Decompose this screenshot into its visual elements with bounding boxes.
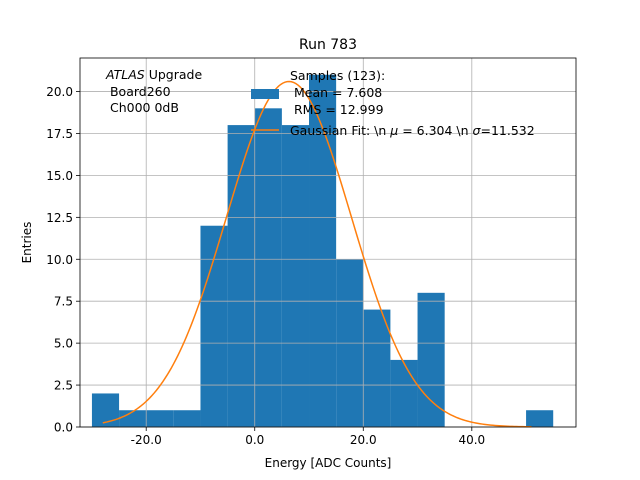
y-tick-label: 5.0 — [54, 337, 73, 351]
y-tick-label: 10.0 — [46, 253, 73, 267]
histogram-bar — [363, 309, 391, 427]
y-tick-label: 17.5 — [46, 127, 73, 141]
y-axis-label: Entries — [20, 222, 34, 264]
x-tick-label: -20.0 — [131, 433, 162, 447]
y-axis-ticks: 0.0 2.5 5.0 7.5 10.0 12.5 15.0 17.5 20.0 — [46, 85, 80, 435]
y-tick-label: 15.0 — [46, 169, 73, 183]
y-tick-label: 20.0 — [46, 85, 73, 99]
histogram-bar — [417, 292, 445, 427]
board-label: Board260 — [106, 84, 171, 99]
gaussian-fit-curve — [102, 80, 532, 428]
x-axis-label: Energy [ADC Counts] — [265, 456, 392, 470]
histogram-bar — [526, 410, 554, 427]
upgrade-label: Upgrade — [145, 67, 203, 82]
atlas-label: ATLAS — [105, 67, 145, 82]
legend-rms-line: RMS = 12.999 — [290, 102, 384, 117]
histogram-bar — [119, 410, 147, 427]
histogram-bar — [91, 393, 120, 427]
histogram-bar — [390, 359, 418, 427]
channel-label: Ch000 0dB — [106, 100, 179, 115]
atlas-annotation: ATLAS Upgrade Board260 Ch000 0dB — [105, 67, 202, 115]
legend-histogram-swatch — [251, 89, 279, 99]
plot-frame — [79, 57, 577, 428]
histogram-bar — [254, 108, 282, 428]
x-axis-ticks: -20.0 0.0 20.0 40.0 — [131, 427, 485, 447]
legend-samples-line: Samples (123): — [290, 68, 385, 83]
x-tick-label: 0.0 — [245, 433, 264, 447]
legend-mean-line: Mean = 7.608 — [290, 85, 382, 100]
chart-title: Run 783 — [299, 37, 357, 53]
legend: Samples (123): Mean = 7.608 RMS = 12.999… — [251, 68, 535, 138]
legend-fit-label: Gaussian Fit: \n μ = 6.304 \n σ=11.532 — [290, 123, 535, 138]
y-tick-label: 0.0 — [54, 421, 73, 435]
histogram-bar — [281, 125, 310, 427]
y-tick-label: 7.5 — [54, 295, 73, 309]
x-tick-label: 40.0 — [458, 433, 485, 447]
y-tick-label: 2.5 — [54, 379, 73, 393]
x-tick-label: 20.0 — [350, 433, 377, 447]
histogram-bar — [146, 410, 174, 427]
y-tick-label: 12.5 — [46, 211, 73, 225]
histogram-bar — [173, 410, 201, 427]
svg-text:ATLAS Upgrade: ATLAS Upgrade — [105, 67, 202, 82]
